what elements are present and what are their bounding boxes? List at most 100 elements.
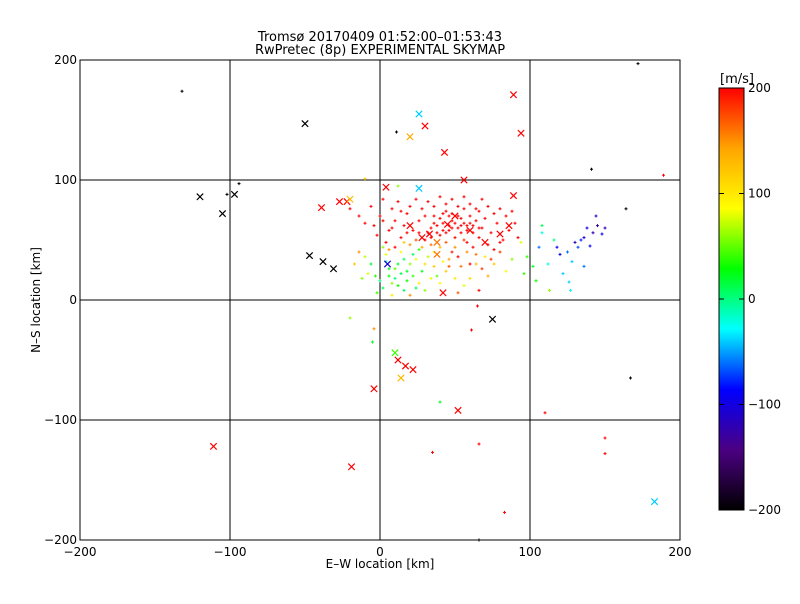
data-point-cross xyxy=(505,221,513,230)
data-point-dot xyxy=(408,204,412,208)
data-point-dot xyxy=(390,281,394,285)
data-point-dot xyxy=(402,224,406,228)
data-point-cross xyxy=(401,362,410,370)
data-point-dot xyxy=(477,442,481,446)
colorbar-tick-label: 200 xyxy=(748,81,771,95)
data-point-cross xyxy=(421,122,429,130)
data-point-dot xyxy=(453,245,457,249)
data-point-cross xyxy=(370,385,378,393)
data-point-dot xyxy=(579,238,583,242)
data-point-dot xyxy=(558,252,562,256)
data-point-dot xyxy=(371,340,374,344)
data-point-dot xyxy=(432,264,436,268)
data-point-dot xyxy=(450,197,454,201)
data-point-dot xyxy=(431,450,434,454)
data-point-dot xyxy=(387,248,391,252)
data-point-dot xyxy=(468,221,472,225)
data-point-dot xyxy=(405,269,409,273)
data-point-dot xyxy=(402,257,406,261)
data-point-dot xyxy=(459,264,463,268)
data-point-dot xyxy=(489,231,493,235)
data-point-dot xyxy=(357,214,361,218)
data-point-dot xyxy=(384,240,388,244)
data-point-dot xyxy=(468,214,472,218)
y-axis-label: N–S location [km] xyxy=(29,247,43,353)
data-point-dot xyxy=(459,231,463,235)
data-point-dot xyxy=(462,195,466,199)
data-point-dot xyxy=(504,214,508,218)
data-point-dot xyxy=(456,214,460,218)
data-point-dot xyxy=(396,200,400,204)
data-point-dot xyxy=(423,262,427,266)
data-point-dot xyxy=(348,207,352,211)
data-point-dot xyxy=(465,250,469,254)
data-point-dot xyxy=(456,255,460,259)
data-point-cross xyxy=(397,374,405,382)
data-point-dot xyxy=(453,236,457,240)
data-point-dot xyxy=(374,274,377,278)
data-point-cross xyxy=(305,251,314,260)
data-point-dot xyxy=(477,236,481,240)
data-point-dot xyxy=(477,288,481,292)
data-point-cross xyxy=(509,191,518,200)
data-point-dot xyxy=(360,276,364,280)
data-point-cross xyxy=(394,356,402,364)
data-point-dot xyxy=(441,221,445,225)
data-point-dot xyxy=(432,214,436,218)
data-point-dot xyxy=(603,226,607,230)
data-point-dot xyxy=(390,293,394,297)
data-point-dot xyxy=(492,262,496,266)
data-point-dot xyxy=(444,231,448,235)
data-point-dot xyxy=(420,207,424,211)
data-point-dot xyxy=(396,284,400,288)
data-point-dot xyxy=(462,284,466,288)
data-point-dot xyxy=(438,195,442,199)
data-point-dot xyxy=(629,376,632,380)
data-point-cross xyxy=(406,221,414,230)
y-tick-label: 100 xyxy=(54,173,77,187)
data-point-dot xyxy=(480,226,484,230)
colorbar-tick-label: −100 xyxy=(748,398,781,412)
data-point-dot xyxy=(438,400,442,404)
data-point-cross xyxy=(230,190,239,199)
data-point-dot xyxy=(423,288,427,292)
data-point-cross xyxy=(382,183,390,191)
data-point-dot xyxy=(462,207,466,211)
data-point-cross xyxy=(481,238,489,247)
data-point-dot xyxy=(420,269,424,273)
data-point-dot xyxy=(447,257,451,261)
data-point-dot xyxy=(462,238,466,242)
data-point-dot xyxy=(624,207,628,211)
data-point-cross xyxy=(391,349,399,357)
data-point-dot xyxy=(477,209,481,213)
data-point-dot xyxy=(378,279,382,283)
data-point-dot xyxy=(372,224,376,228)
data-point-dot xyxy=(420,245,424,249)
data-point-dot xyxy=(450,250,454,254)
data-point-dot xyxy=(426,200,430,204)
data-point-dot xyxy=(369,262,373,266)
data-point-dot xyxy=(561,272,565,276)
data-point-dot xyxy=(441,260,445,264)
data-point-dot xyxy=(576,245,580,249)
data-point-cross xyxy=(466,226,474,235)
data-point-dot xyxy=(600,232,604,236)
data-point-dot xyxy=(363,221,367,225)
data-point-dot xyxy=(429,243,433,247)
data-point-dot xyxy=(566,250,569,254)
colorbar-tick-label: −200 xyxy=(748,503,781,517)
data-point-dot xyxy=(180,89,184,93)
data-point-dot xyxy=(444,240,448,244)
data-point-cross xyxy=(346,195,354,203)
data-point-dot xyxy=(348,316,352,320)
data-point-dot xyxy=(353,262,356,266)
data-point-dot xyxy=(468,276,472,280)
data-point-cross xyxy=(517,129,525,137)
data-point-dot xyxy=(453,276,457,280)
data-point-dot xyxy=(546,262,550,266)
data-point-cross xyxy=(383,260,392,268)
data-point-cross xyxy=(218,209,227,218)
data-point-dot xyxy=(411,274,415,278)
data-point-dot xyxy=(357,250,361,254)
